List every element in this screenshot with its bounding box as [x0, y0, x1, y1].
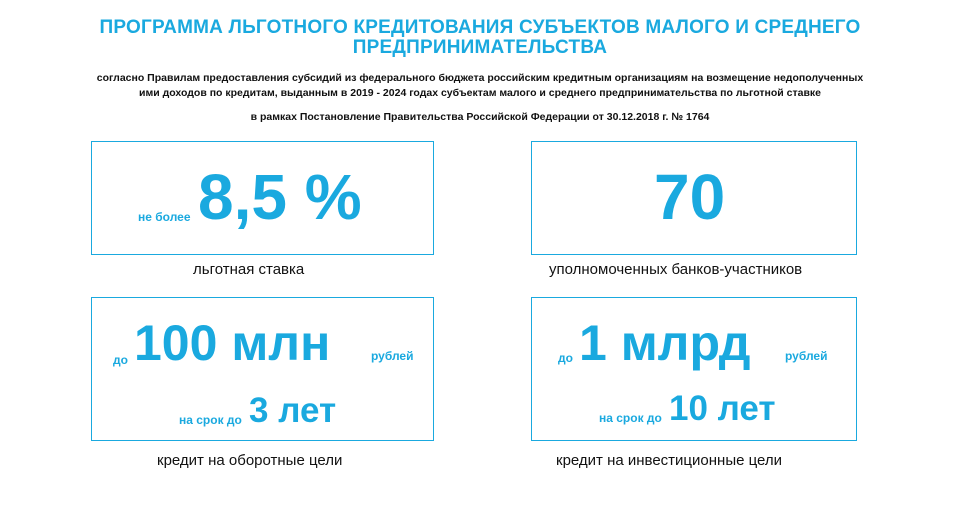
investment-amount: 1 млрд — [579, 315, 751, 371]
working-term: 3 лет — [249, 391, 337, 430]
working-capital-card: до 100 млн рублей на срок до 3 лет — [91, 297, 434, 441]
working-unit: рублей — [371, 349, 414, 363]
subtitle-line-2: ими доходов по кредитам, выданным в 2019… — [139, 87, 821, 99]
rate-value: 8,5 % — [198, 161, 362, 233]
decree-reference: в рамках Постановление Правительства Рос… — [250, 111, 710, 123]
investment-unit: рублей — [785, 349, 828, 363]
investment-prefix: до — [558, 351, 573, 365]
investment-term: 10 лет — [669, 389, 776, 428]
working-capital-caption: кредит на оборотные цели — [157, 452, 343, 469]
investment-caption: кредит на инвестиционные цели — [556, 452, 783, 469]
investment-card: до 1 млрд рублей на срок до 10 лет — [531, 297, 857, 441]
rate-caption: льготная ставка — [193, 261, 305, 278]
working-prefix: до — [113, 353, 128, 367]
banks-value: 70 — [654, 161, 726, 233]
investment-term-prefix: на срок до — [599, 411, 662, 425]
title-line-2: ПРЕДПРИНИМАТЕЛЬСТВА — [352, 37, 608, 58]
rate-prefix: не более — [138, 210, 191, 224]
banks-card: 70 — [531, 141, 857, 255]
subtitle-line-1: согласно Правилам предоставления субсиди… — [96, 72, 864, 84]
page-title: ПРОГРАММА ЛЬГОТНОГО КРЕДИТОВАНИЯ СУБЪЕКТ… — [0, 18, 960, 58]
working-amount: 100 млн — [134, 315, 331, 371]
subtitle: согласно Правилам предоставления субсиди… — [60, 71, 900, 101]
rate-card: не более 8,5 % — [91, 141, 434, 255]
working-term-prefix: на срок до — [179, 413, 242, 427]
title-line-1: ПРОГРАММА ЛЬГОТНОГО КРЕДИТОВАНИЯ СУБЪЕКТ… — [99, 17, 861, 38]
banks-caption: уполномоченных банков-участников — [549, 261, 803, 278]
